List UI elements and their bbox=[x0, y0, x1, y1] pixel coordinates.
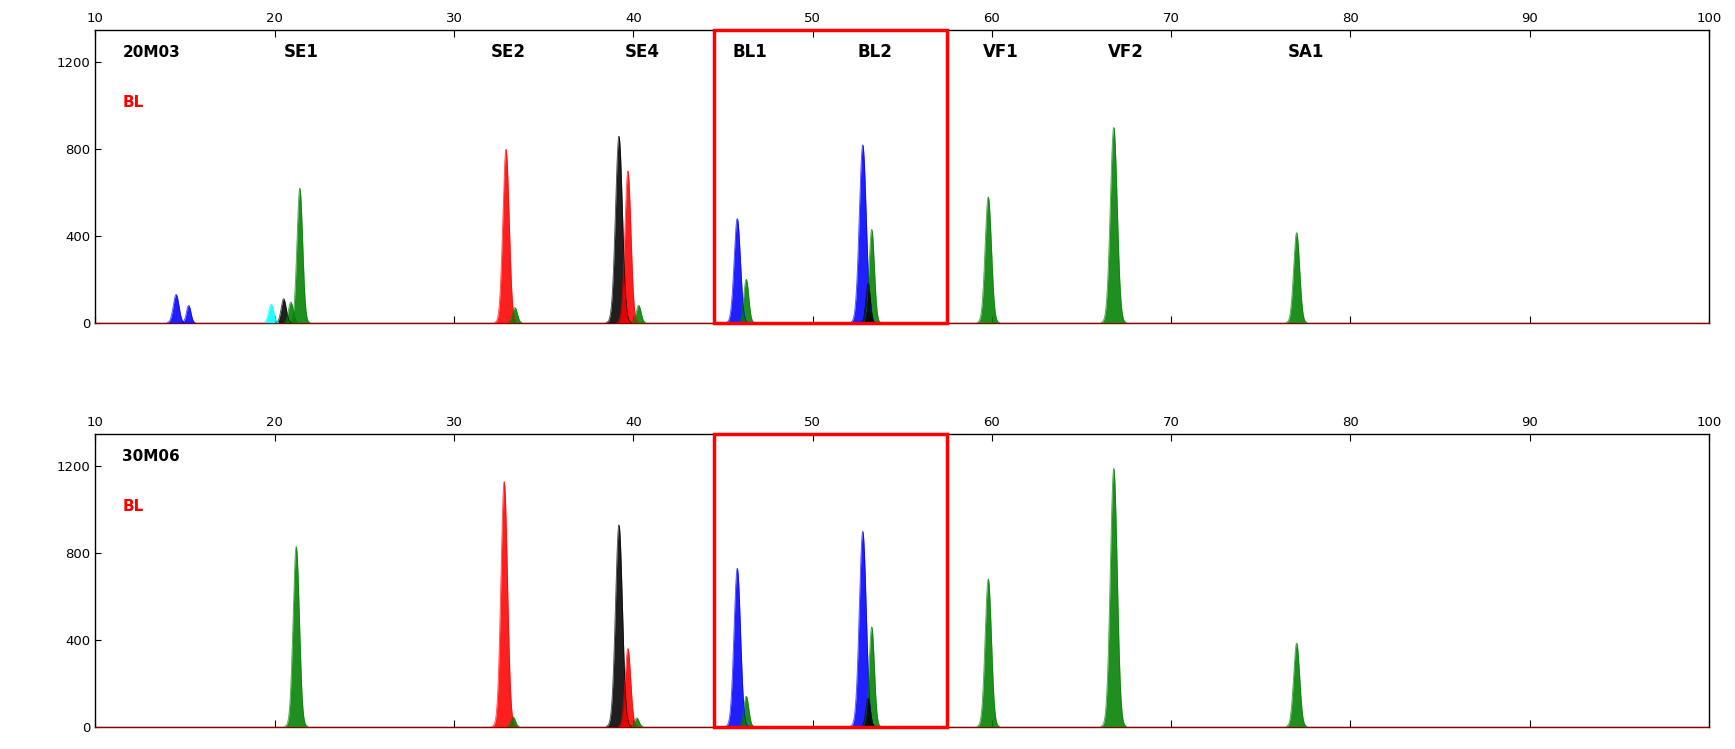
Bar bbox=[713, 434, 947, 727]
Text: 20M03: 20M03 bbox=[121, 45, 180, 60]
Text: BL: BL bbox=[121, 95, 144, 110]
Text: BL2: BL2 bbox=[857, 43, 894, 61]
Text: BL: BL bbox=[121, 499, 144, 514]
Bar bbox=[713, 30, 947, 323]
Text: 30M06: 30M06 bbox=[121, 449, 180, 464]
Text: VF1: VF1 bbox=[984, 43, 1018, 61]
Text: VF2: VF2 bbox=[1109, 43, 1145, 61]
Text: SE2: SE2 bbox=[491, 43, 526, 61]
Text: BL1: BL1 bbox=[732, 43, 767, 61]
Text: SE1: SE1 bbox=[285, 43, 319, 61]
Text: SE4: SE4 bbox=[625, 43, 659, 61]
Text: SA1: SA1 bbox=[1287, 43, 1324, 61]
